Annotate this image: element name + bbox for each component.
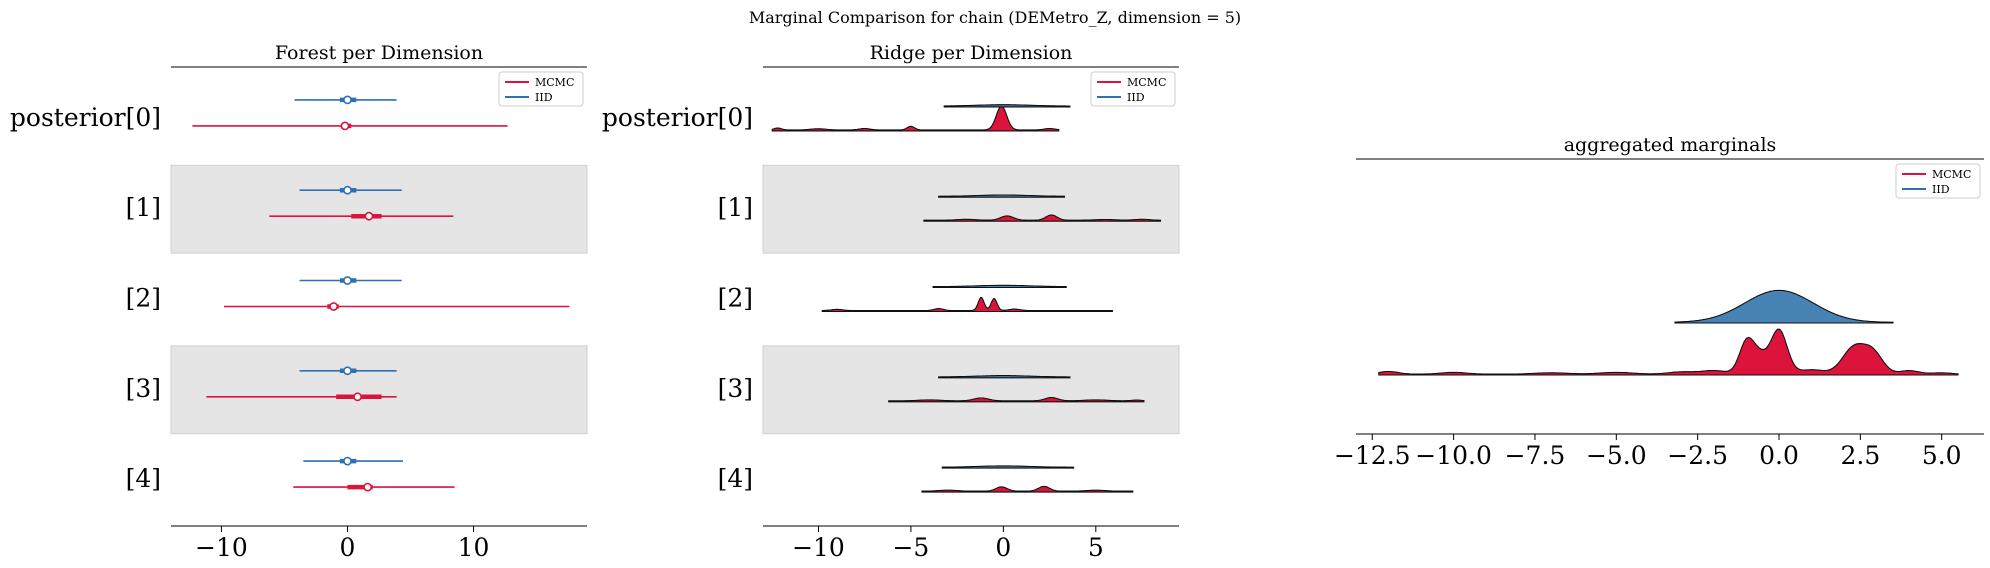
x-tick-label: −10.0 bbox=[1415, 441, 1492, 470]
mcmc-ridge bbox=[1378, 328, 1959, 376]
median-point bbox=[343, 366, 352, 376]
row-band bbox=[762, 164, 1180, 254]
mcmc-ridge bbox=[821, 296, 1113, 313]
median-point bbox=[340, 121, 350, 131]
x-tick-label: −5 bbox=[892, 533, 929, 562]
x-tick-label: 0.0 bbox=[1759, 441, 1799, 470]
row-band bbox=[170, 345, 588, 435]
row-band bbox=[762, 345, 1180, 435]
legend: MCMC IID bbox=[1090, 71, 1176, 107]
x-tick-label: −7.5 bbox=[1505, 441, 1566, 470]
mcmc-ridge bbox=[888, 396, 1145, 403]
median-point bbox=[363, 482, 373, 492]
iid-ridge bbox=[1674, 289, 1894, 324]
forest-panel: Forest per Dimension −10 0 10 MCMC IID posteri… bbox=[10, 42, 588, 562]
panel-title: Ridge per Dimension bbox=[870, 42, 1073, 64]
legend-mcmc-label: MCMC bbox=[1127, 76, 1166, 89]
legend-iid-label: IID bbox=[1127, 91, 1145, 104]
legend: MCMC IID bbox=[498, 71, 584, 107]
x-tick-label: −2.5 bbox=[1667, 441, 1728, 470]
legend-mcmc-label: MCMC bbox=[1932, 168, 1971, 181]
iid-ridge bbox=[941, 465, 1075, 469]
x-tick-label: 5.0 bbox=[1922, 441, 1962, 470]
x-tick-label: −10 bbox=[195, 533, 248, 562]
x-tick-label: 2.5 bbox=[1840, 441, 1880, 470]
x-tick-label: 0 bbox=[995, 533, 1011, 562]
median-point bbox=[343, 185, 352, 195]
panel-title: Forest per Dimension bbox=[275, 42, 483, 64]
row-label: [1] bbox=[718, 193, 753, 222]
legend: MCMC IID bbox=[1895, 163, 1981, 199]
x-tick-label: 0 bbox=[340, 533, 356, 562]
ridge-panel: Ridge per Dimension −10 −5 0 5 MCMC IID posteri… bbox=[602, 42, 1180, 562]
row-band bbox=[170, 164, 588, 254]
iid-ridge bbox=[932, 284, 1067, 289]
legend-mcmc-label: MCMC bbox=[535, 76, 574, 89]
x-tick-label: −12.5 bbox=[1334, 441, 1411, 470]
median-point bbox=[343, 276, 352, 285]
row-label: [3] bbox=[718, 374, 753, 403]
x-tick-label: 5 bbox=[1088, 533, 1104, 562]
row-label: [2] bbox=[718, 284, 753, 313]
x-tick-label: 10 bbox=[458, 533, 490, 562]
row-label: posterior[0] bbox=[602, 103, 753, 132]
iid-ridge bbox=[938, 375, 1071, 379]
legend-iid-label: IID bbox=[535, 91, 553, 104]
row-label: [3] bbox=[126, 374, 161, 403]
figure-title: Marginal Comparison for chain (DEMetro_Z… bbox=[749, 8, 1241, 27]
row-label: [1] bbox=[126, 193, 161, 222]
mcmc-ridge bbox=[923, 214, 1162, 222]
x-tick-label: −5.0 bbox=[1586, 441, 1647, 470]
row-label: posterior[0] bbox=[10, 103, 161, 132]
median-point bbox=[329, 302, 339, 311]
mcmc-ridge bbox=[921, 485, 1134, 493]
aggregated-panel: aggregated marginals −12.5 −10.0 −7.5 −5.0 −2… bbox=[1334, 134, 1984, 470]
mcmc-ridge bbox=[771, 105, 1060, 132]
median-point bbox=[364, 211, 374, 221]
median-point bbox=[353, 392, 362, 402]
row-label: [2] bbox=[126, 284, 161, 313]
iid-ridge bbox=[943, 104, 1071, 108]
median-point bbox=[343, 95, 352, 105]
panel-title: aggregated marginals bbox=[1564, 134, 1777, 156]
row-label: [4] bbox=[718, 464, 753, 493]
row-label: [4] bbox=[126, 464, 161, 493]
iid-ridge bbox=[938, 194, 1065, 198]
median-point bbox=[343, 456, 352, 466]
legend-iid-label: IID bbox=[1932, 183, 1950, 196]
x-tick-label: −10 bbox=[792, 533, 845, 562]
